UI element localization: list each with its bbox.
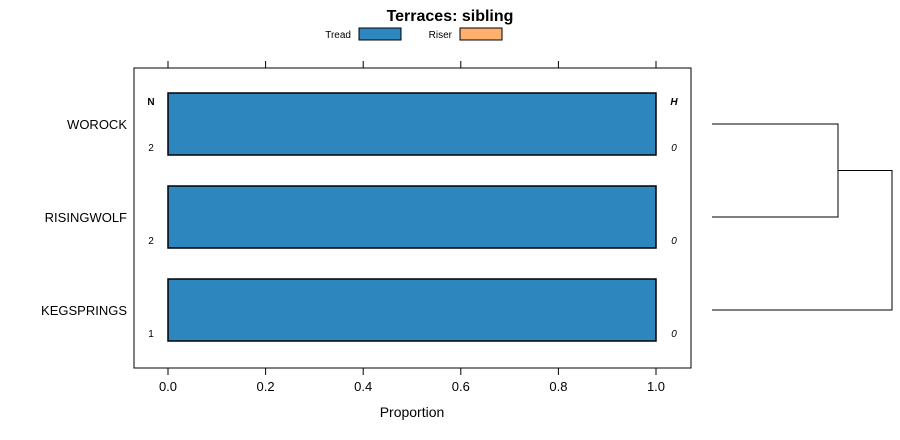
- dendrogram-branch: [712, 170, 893, 311]
- n-value: 2: [148, 236, 154, 247]
- x-axis: 0.0 0.2 0.4 0.6 0.8 1.0: [159, 61, 665, 394]
- h-value: 0: [671, 143, 677, 154]
- bar-tread-worock: [167, 92, 657, 156]
- bar-tread-risingwolf: [167, 185, 657, 249]
- x-axis-label: Proportion: [380, 404, 445, 420]
- legend-swatch: [459, 27, 503, 41]
- chart-title: Terraces: sibling: [387, 8, 514, 25]
- bars: [167, 92, 657, 342]
- x-tick-label: 0.4: [354, 379, 372, 394]
- x-tick-label: 0.6: [452, 379, 470, 394]
- n-value: 2: [148, 143, 154, 154]
- x-tick-label: 1.0: [647, 379, 665, 394]
- legend-label: Tread: [325, 30, 351, 41]
- bar-tread-kegsprings: [167, 278, 657, 342]
- legend-label: Riser: [429, 30, 453, 41]
- legend-swatch: [358, 27, 402, 41]
- legend: Tread Riser: [325, 27, 503, 41]
- h-header: H: [670, 97, 678, 108]
- x-tick-label: 0.2: [257, 379, 275, 394]
- plot-panel: [133, 67, 692, 369]
- dendrogram-branch: [712, 123, 839, 218]
- n-header: N: [147, 97, 154, 108]
- n-value: 1: [148, 329, 154, 340]
- h-value: 0: [671, 236, 677, 247]
- x-tick-label: 0.8: [549, 379, 567, 394]
- category-label: RISINGWOLF: [45, 210, 127, 225]
- n-h-annotations: N H 2 0 2 0 1 0: [147, 97, 678, 340]
- category-labels: WOROCK RISINGWOLF KEGSPRINGS: [41, 117, 127, 318]
- category-label: WOROCK: [67, 117, 127, 132]
- h-value: 0: [671, 329, 677, 340]
- x-tick-label: 0.0: [159, 379, 177, 394]
- category-label: KEGSPRINGS: [41, 303, 127, 318]
- dendrogram: [712, 123, 893, 311]
